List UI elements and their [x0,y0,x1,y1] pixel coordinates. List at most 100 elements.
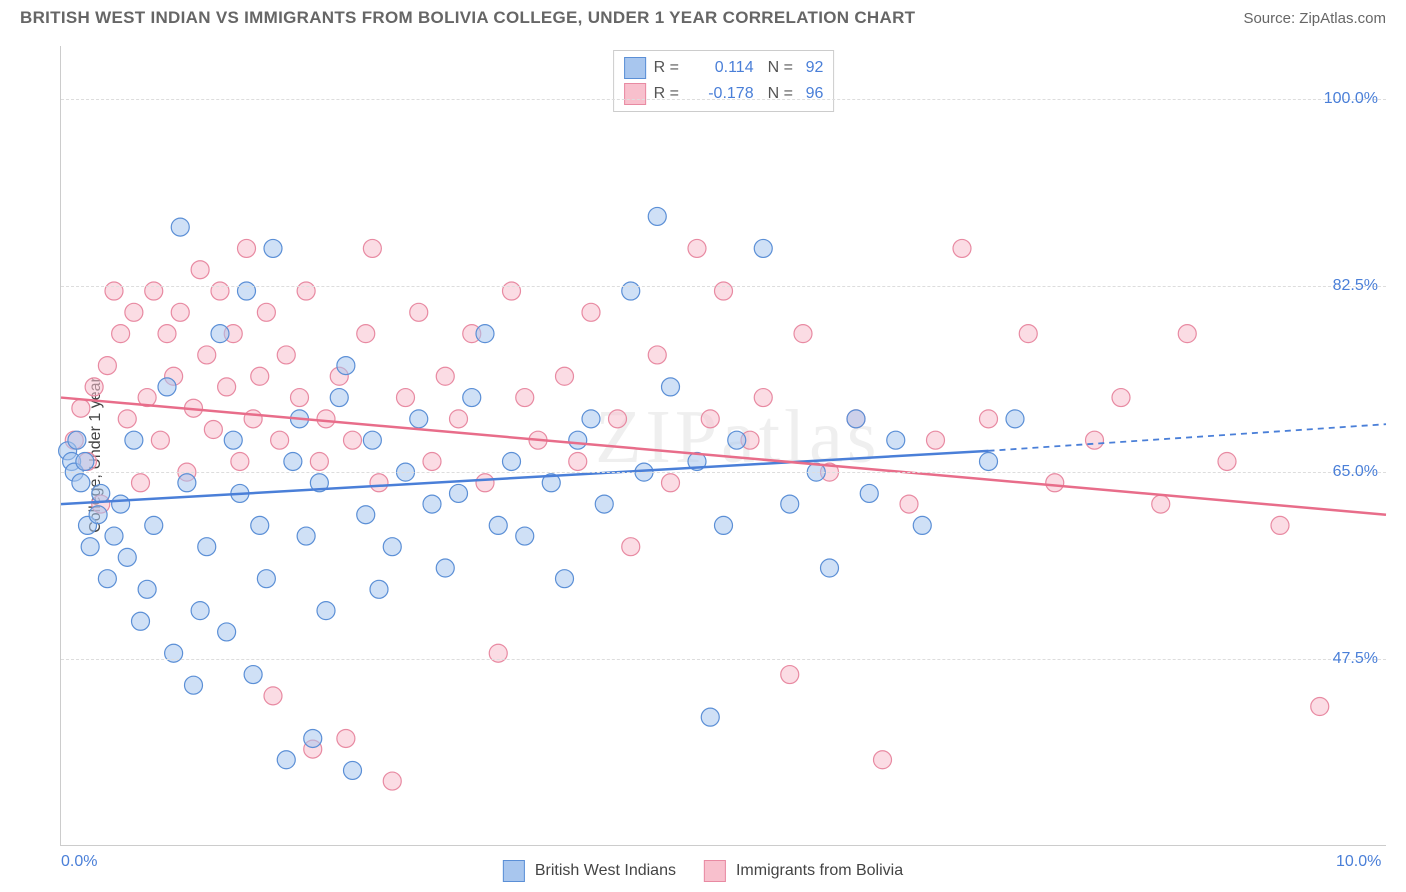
data-point [158,378,176,396]
data-point [569,431,587,449]
n-value-2: 96 [806,85,824,103]
data-point [357,325,375,343]
data-point [754,389,772,407]
data-point [582,303,600,321]
n-value-1: 92 [806,59,824,77]
stats-row-series2: R = -0.178 N = 96 [624,81,824,107]
data-point [72,474,90,492]
data-point [821,559,839,577]
data-point [231,452,249,470]
trend-line [989,424,1387,451]
data-point [191,261,209,279]
data-point [317,602,335,620]
scatter-svg [61,46,1386,845]
data-point [980,410,998,428]
data-point [860,484,878,502]
data-point [516,527,534,545]
data-point [178,474,196,492]
data-point [953,239,971,257]
data-point [138,580,156,598]
data-point [251,516,269,534]
data-point [781,666,799,684]
data-point [191,602,209,620]
data-point [516,389,534,407]
data-point [754,239,772,257]
data-point [1112,389,1130,407]
data-point [476,474,494,492]
chart-container: College, Under 1 year ZIPatlas R = 0.114… [60,46,1386,846]
data-point [1046,474,1064,492]
data-point [158,325,176,343]
data-point [927,431,945,449]
data-point [76,452,94,470]
data-point [185,676,203,694]
data-point [257,570,275,588]
data-point [370,474,388,492]
data-point [310,452,328,470]
data-point [171,303,189,321]
data-point [257,303,275,321]
gridline [61,286,1386,287]
data-point [344,761,362,779]
legend-item-1: British West Indians [503,860,676,882]
data-point [410,303,428,321]
data-point [980,452,998,470]
y-tick-label: 47.5% [1333,650,1378,668]
data-point [728,431,746,449]
data-point [363,239,381,257]
data-point [145,516,163,534]
data-point [98,570,116,588]
data-point [105,527,123,545]
data-point [112,495,130,513]
data-point [204,421,222,439]
data-point [556,570,574,588]
data-point [337,729,355,747]
data-point [132,474,150,492]
y-tick-label: 100.0% [1324,90,1378,108]
data-point [330,389,348,407]
bottom-legend: British West Indians Immigrants from Bol… [503,860,903,882]
data-point [211,325,229,343]
data-point [503,452,521,470]
legend-swatch-1 [503,860,525,882]
data-point [609,410,627,428]
data-point [363,431,381,449]
data-point [304,729,322,747]
data-point [118,410,136,428]
data-point [1006,410,1024,428]
data-point [370,580,388,598]
data-point [171,218,189,236]
legend-item-2: Immigrants from Bolivia [704,860,903,882]
data-point [224,431,242,449]
data-point [1311,698,1329,716]
stats-legend: R = 0.114 N = 92 R = -0.178 N = 96 [613,50,835,112]
data-point [132,612,150,630]
n-label-2: N = [768,85,798,103]
data-point [715,516,733,534]
data-point [794,325,812,343]
data-point [277,751,295,769]
data-point [291,389,309,407]
legend-label-2: Immigrants from Bolivia [736,862,903,880]
data-point [383,538,401,556]
data-point [98,357,116,375]
stats-row-series1: R = 0.114 N = 92 [624,55,824,81]
data-point [264,687,282,705]
data-point [887,431,905,449]
data-point [648,207,666,225]
data-point [463,389,481,407]
trend-line [61,398,1386,515]
data-point [357,506,375,524]
data-point [701,708,719,726]
data-point [1218,452,1236,470]
data-point [648,346,666,364]
trend-line [61,451,989,504]
legend-label-1: British West Indians [535,862,676,880]
data-point [397,389,415,407]
data-point [662,474,680,492]
r-label-1: R = [654,59,684,77]
data-point [125,431,143,449]
data-point [662,378,680,396]
data-point [489,516,507,534]
data-point [337,357,355,375]
